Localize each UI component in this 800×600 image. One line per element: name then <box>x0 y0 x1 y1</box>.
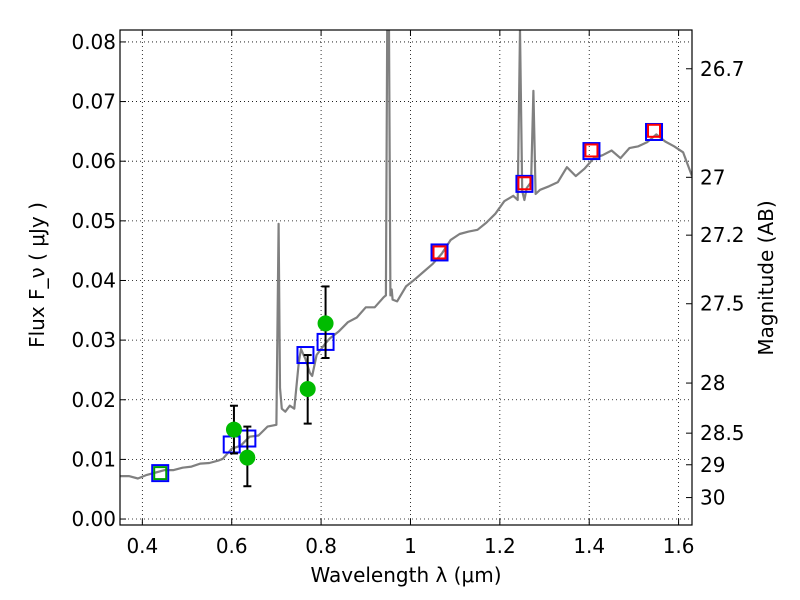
square-marker <box>296 346 315 365</box>
y-tick-label: 0.08 <box>71 30 116 54</box>
grid <box>120 30 692 525</box>
ticks: 0.4 0.6 0.8 1 1.2 1.4 1.6 0.00 0.01 0.02 0.03 0.04 0… <box>71 30 744 558</box>
x-tick-label: 0.4 <box>126 534 158 558</box>
right-tick-label: 27.2 <box>700 223 745 247</box>
right-tick-label: 28 <box>700 371 725 395</box>
x-tick-label: 0.6 <box>216 534 248 558</box>
right-tick-label: 27 <box>700 165 725 189</box>
square-marker <box>582 142 601 161</box>
right-tick-label: 28.5 <box>700 421 745 445</box>
right-axis-label: Magnitude (AB) <box>754 200 778 355</box>
circle-marker <box>317 315 334 332</box>
y-tick-label: 0.05 <box>71 209 116 233</box>
y-tick-label: 0.06 <box>71 149 116 173</box>
circle-marker <box>225 421 242 438</box>
square-marker <box>647 123 662 138</box>
y-tick-label: 0.07 <box>71 90 116 114</box>
plot-frame <box>119 29 693 526</box>
y-tick-label: 0.00 <box>71 507 116 531</box>
square-marker <box>517 176 532 191</box>
square-marker <box>430 243 449 262</box>
square-marker <box>432 245 447 260</box>
x-tick-label: 1.6 <box>663 534 695 558</box>
y-axis-label: Flux F_ν ( μJy ) <box>25 202 49 348</box>
series-layer <box>120 30 692 488</box>
square-marker <box>153 466 168 481</box>
x-axis-label: Wavelength λ (μm) <box>310 563 501 587</box>
square-marker <box>584 143 599 158</box>
spectrum-line <box>120 30 692 480</box>
y-tick-label: 0.04 <box>71 268 116 292</box>
y-tick-label: 0.02 <box>71 388 116 412</box>
data-group <box>120 30 692 488</box>
y-tick-label: 0.01 <box>71 447 116 471</box>
x-tick-label: 0.8 <box>305 534 337 558</box>
x-tick-label: 1.2 <box>484 534 516 558</box>
right-tick-label: 26.7 <box>700 57 745 81</box>
right-tick-label: 29 <box>700 453 725 477</box>
circle-marker <box>299 381 316 398</box>
square-marker <box>151 464 170 483</box>
x-tick-label: 1 <box>404 534 417 558</box>
right-tick-label: 27.5 <box>700 292 745 316</box>
circle-marker <box>239 449 256 466</box>
square-marker <box>515 174 534 193</box>
y-tick-label: 0.03 <box>71 328 116 352</box>
right-tick-label: 30 <box>700 486 725 510</box>
x-tick-label: 1.4 <box>573 534 605 558</box>
